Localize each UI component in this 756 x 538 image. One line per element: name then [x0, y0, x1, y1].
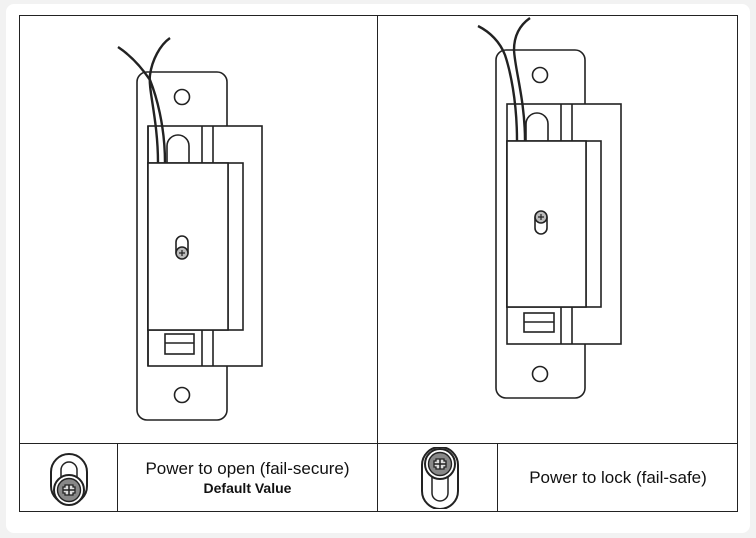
legend-fail-secure-label: Power to open (fail-secure)	[145, 459, 350, 478]
column-divider	[377, 15, 378, 512]
strike-diagram-fail-safe	[477, 17, 622, 399]
mounting-hole-bottom	[173, 386, 191, 404]
jumper-screw-bottom-icon	[50, 453, 88, 506]
wire-slot-top	[166, 134, 190, 163]
wire-1	[148, 37, 171, 164]
figure-card	[6, 4, 750, 533]
wire-2	[117, 46, 167, 164]
mounting-hole-top	[531, 66, 549, 84]
wire-2	[512, 17, 531, 142]
legend-cell-divider-left	[117, 443, 118, 512]
legend-cell-divider-right	[497, 443, 498, 512]
mounting-hole-top	[173, 88, 191, 106]
jumper-screw-top-icon	[421, 447, 459, 509]
strike-diagram-fail-secure	[117, 37, 263, 421]
wire-1	[477, 24, 519, 142]
legend-divider	[19, 443, 738, 444]
default-value-note: Default Value	[203, 480, 292, 496]
legend-fail-safe-label: Power to lock (fail-safe)	[529, 468, 707, 487]
wire-slot-top	[525, 112, 549, 141]
mounting-hole-bottom	[531, 365, 549, 383]
legend-fail-secure: Power to open (fail-secure) Default Valu…	[118, 444, 377, 512]
slot-bottom	[164, 333, 195, 355]
legend-fail-safe: Power to lock (fail-safe)	[498, 444, 738, 512]
figure-frame	[19, 15, 738, 512]
